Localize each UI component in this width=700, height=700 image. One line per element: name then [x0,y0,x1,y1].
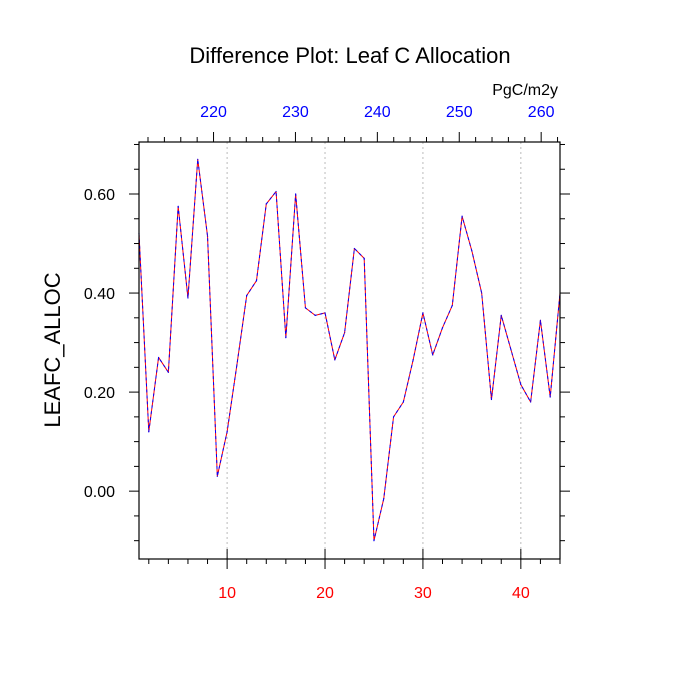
chart-title: Difference Plot: Leaf C Allocation [189,43,510,68]
data-point [490,398,493,401]
top-tick-label: 240 [364,104,391,121]
x-tick-label: 10 [218,585,236,602]
data-point [236,364,238,366]
data-point [441,327,444,329]
data-point [432,354,434,356]
data-point [363,257,365,259]
y-tick-label: 0.40 [84,286,115,303]
data-point [324,312,326,314]
data-point [177,205,179,207]
data-point [520,384,522,386]
data-point [402,401,404,403]
y-tick-label: 0.00 [84,484,115,501]
data-point [226,431,228,433]
data-point [549,396,551,398]
top-tick-label: 220 [200,104,227,121]
data-point [304,307,307,309]
x-tick-label: 30 [414,585,432,602]
data-point [275,190,277,193]
data-point [412,359,414,361]
top-tick-label: 260 [528,104,555,121]
data-point [422,312,424,314]
data-point [148,431,150,433]
grid-lines [226,142,522,559]
data-point [383,497,385,500]
data-point [539,319,542,321]
data-point [157,356,160,359]
data-point [471,250,473,252]
data-point [255,280,258,282]
data-point [187,297,189,299]
data-point [510,349,512,351]
y-tick-label: 0.20 [84,385,115,402]
data-point [206,235,209,237]
data-point [392,416,395,418]
data-point [500,314,502,316]
data-point [197,158,199,160]
data-point [265,203,267,205]
data-point [344,332,346,334]
data-point [167,371,169,373]
series-line-red [138,158,561,542]
plot-frame [138,141,561,560]
data-point [246,294,248,297]
data-point [461,215,463,217]
units-label: PgC/m2y [492,82,558,99]
data-point [334,359,336,361]
x-tick-label: 40 [512,585,530,602]
top-tick-label: 230 [282,104,309,121]
x-tick-label: 20 [316,585,334,602]
data-point [530,401,532,403]
y-axis-label: LEAFC_ALLOC [40,272,65,427]
data-point [353,247,355,250]
data-point [295,193,297,195]
data-point [481,292,483,294]
tick-labels: 10 20 30 40 220 230 240 250 260 0.00 0.20 0.40 0.60 [84,104,555,602]
y-tick-label: 0.60 [84,187,115,204]
data-point [216,475,218,477]
data-point [285,337,287,339]
data-point [451,304,453,307]
series-line-blue [138,158,561,542]
series-lines [138,158,561,542]
top-tick-label: 250 [446,104,473,121]
data-point [314,314,316,316]
data-point [373,540,375,542]
axis-ticks [129,132,570,569]
